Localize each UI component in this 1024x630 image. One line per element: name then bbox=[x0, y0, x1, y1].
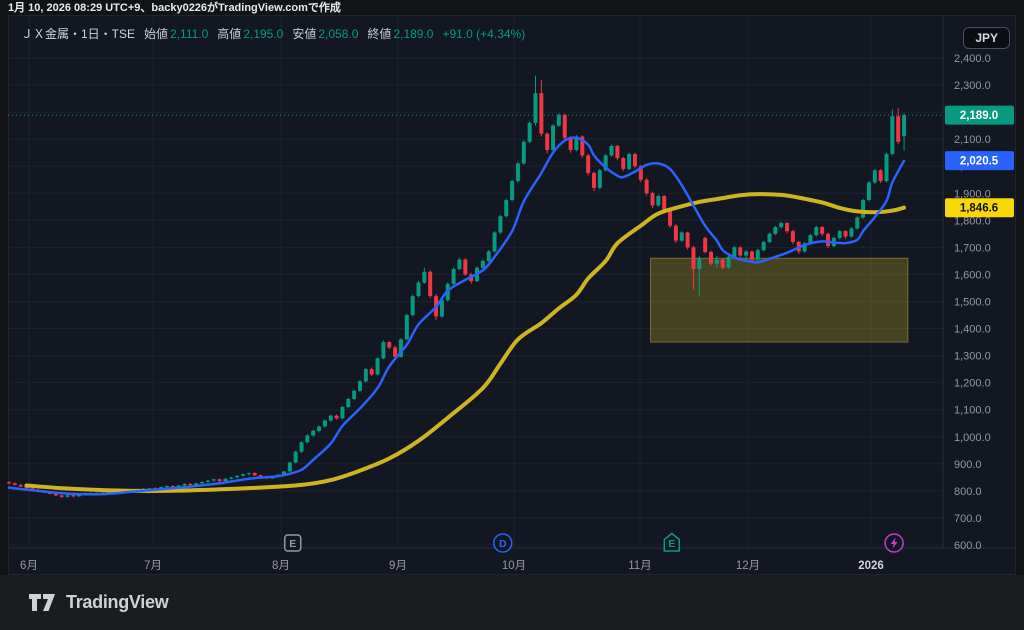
currency-button[interactable]: JPY bbox=[963, 27, 1010, 49]
legend-change: +91.0 (+4.34%) bbox=[442, 26, 526, 41]
event-icon-flash[interactable] bbox=[884, 533, 904, 553]
price-axis-labels: 2,400.02,300.02,200.02,100.02,000.01,900… bbox=[954, 53, 991, 552]
svg-text:D: D bbox=[499, 538, 507, 550]
svg-text:10月: 10月 bbox=[502, 560, 526, 572]
svg-text:1,300.0: 1,300.0 bbox=[954, 351, 991, 363]
svg-text:1,100.0: 1,100.0 bbox=[954, 405, 991, 417]
tradingview-logo-text: TradingView bbox=[66, 592, 169, 612]
event-icon-earnings-past[interactable]: E bbox=[283, 534, 302, 552]
svg-text:1,800.0: 1,800.0 bbox=[954, 215, 991, 227]
svg-text:1,000.0: 1,000.0 bbox=[954, 432, 991, 444]
legend-open: 始値 2,111.0 bbox=[144, 27, 209, 41]
chart-frame bbox=[8, 15, 1016, 575]
svg-text:700.0: 700.0 bbox=[954, 513, 982, 525]
svg-text:6月: 6月 bbox=[20, 560, 38, 572]
highlight-box bbox=[650, 257, 909, 343]
legend-high: 高値 2,195.0 bbox=[217, 27, 284, 41]
svg-text:800.0: 800.0 bbox=[954, 486, 982, 498]
svg-text:600.0: 600.0 bbox=[954, 540, 982, 552]
svg-text:1,600.0: 1,600.0 bbox=[954, 269, 991, 281]
svg-text:1,200.0: 1,200.0 bbox=[954, 378, 991, 390]
svg-text:1,700.0: 1,700.0 bbox=[954, 242, 991, 254]
ma-line-slow-yellow bbox=[24, 192, 906, 493]
svg-text:900.0: 900.0 bbox=[954, 459, 982, 471]
tradingview-logo-mark bbox=[29, 593, 55, 611]
price-gridlines bbox=[8, 15, 943, 548]
price-tag-current-price: 2,189.0 bbox=[945, 105, 1014, 125]
attribution-text: 1月 10, 2026 08:29 UTC+9、backy0226がTradin… bbox=[8, 2, 341, 14]
svg-text:2,100.0: 2,100.0 bbox=[954, 134, 991, 146]
svg-text:2026: 2026 bbox=[858, 560, 884, 572]
svg-text:E: E bbox=[668, 538, 675, 550]
time-axis-labels: 6月 7月 8月 9月 10月 11月 12月 2026 bbox=[20, 560, 884, 572]
event-icon-earnings-upcoming[interactable]: E bbox=[663, 532, 681, 552]
tradingview-logo[interactable]: TradingView bbox=[29, 592, 169, 613]
legend-low: 安値 2,058.0 bbox=[292, 27, 359, 41]
symbol-title: ＪＸ金属・1日・TSE bbox=[21, 27, 136, 41]
svg-text:2,300.0: 2,300.0 bbox=[954, 80, 991, 92]
svg-text:9月: 9月 bbox=[389, 560, 407, 572]
ma-line-fast-blue bbox=[7, 136, 906, 496]
svg-text:1,900.0: 1,900.0 bbox=[954, 188, 991, 200]
svg-text:2,400.0: 2,400.0 bbox=[954, 53, 991, 65]
svg-text:1,400.0: 1,400.0 bbox=[954, 324, 991, 336]
svg-text:1,500.0: 1,500.0 bbox=[954, 297, 991, 309]
legend-close: 終値 2,189.0 bbox=[367, 27, 434, 41]
symbol-legend: ＪＸ金属・1日・TSE 始値 2,111.0 高値 2,195.0 安値 2,058.… bbox=[21, 25, 525, 42]
svg-text:8月: 8月 bbox=[272, 560, 290, 572]
svg-text:12月: 12月 bbox=[736, 560, 760, 572]
bottom-toolbar: TradingView bbox=[0, 575, 1024, 630]
svg-text:11月: 11月 bbox=[628, 560, 651, 572]
event-icon-dividend[interactable]: D bbox=[492, 533, 513, 553]
svg-text:2,020.5: 2,020.5 bbox=[960, 156, 999, 168]
price-tag-ma-slow: 1,846.6 bbox=[945, 198, 1014, 218]
svg-text:7月: 7月 bbox=[144, 560, 162, 572]
svg-text:E: E bbox=[289, 538, 296, 550]
svg-text:1,846.6: 1,846.6 bbox=[960, 203, 998, 215]
svg-text:2,189.0: 2,189.0 bbox=[960, 110, 998, 122]
price-tag-ma-fast: 2,020.5 bbox=[945, 151, 1014, 171]
